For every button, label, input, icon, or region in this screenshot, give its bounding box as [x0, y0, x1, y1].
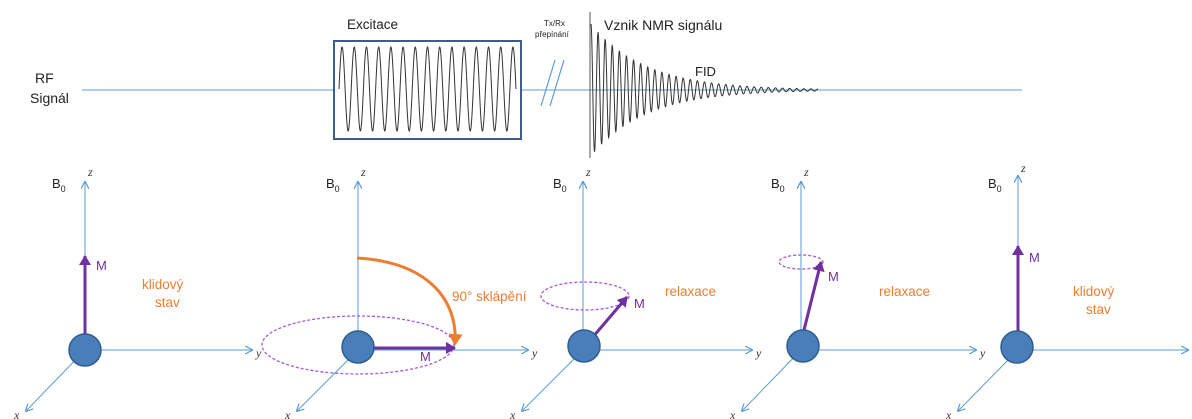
state-label-line1: relaxace: [879, 284, 930, 299]
rf-label-line1: RF: [35, 70, 54, 86]
x-axis: [522, 349, 584, 411]
x-axis: [742, 349, 802, 411]
magnetization-label: M: [96, 258, 107, 273]
flip-arc-arrow: [356, 256, 463, 346]
b0-label: B0: [771, 176, 785, 194]
switch-break-marks: [540, 59, 565, 107]
magnetization-label: M: [1029, 250, 1040, 265]
y-axis-label: y: [755, 346, 762, 360]
switch-label-line2: přepínání: [535, 30, 570, 39]
x-axis-label: x: [509, 408, 516, 419]
fid-wave: [590, 23, 819, 152]
nucleus-sphere: [786, 329, 820, 363]
magnetization-label: M: [828, 269, 839, 284]
magnetization-vector: [801, 261, 825, 335]
excitation-box: [333, 40, 522, 140]
state-label-line2: stav: [1086, 302, 1111, 317]
b0-label: B0: [52, 176, 66, 194]
panel-relaxation-2: B0 z y x M relaxace: [729, 165, 986, 419]
nucleus-sphere: [567, 329, 601, 363]
y-axis-label: y: [531, 346, 538, 360]
state-label-line1: klidový: [1073, 284, 1115, 299]
state-label-line1: relaxace: [665, 284, 716, 299]
state-label-line2: stav: [155, 295, 180, 310]
x-axis-label: x: [13, 408, 20, 419]
x-axis-label: x: [945, 408, 952, 419]
x-axis-label: x: [729, 408, 736, 419]
panel-relaxation-1: B0 z y x M relaxace: [509, 165, 762, 419]
excitation-wave: [338, 46, 517, 132]
panel-rest-state-final: B0 z x M klidový stav: [945, 161, 1188, 419]
b0-label: B0: [553, 176, 567, 194]
excitation-label: Excitace: [347, 17, 398, 32]
rf-signal-row: RF Signál Excitace Tx/Rx přepínání Vznik…: [30, 12, 1022, 158]
state-label-line1: klidový: [142, 277, 184, 292]
state-label-line1: 90° sklápění: [452, 289, 527, 304]
b0-label: B0: [988, 176, 1002, 194]
b0-label: B0: [326, 176, 340, 194]
magnetization-label: M: [634, 296, 645, 311]
panel-rest-state: B0 z y x M klidový stav: [13, 165, 262, 419]
nucleus-sphere: [341, 330, 375, 364]
precession-orbit: [540, 281, 630, 311]
magnetization-vector: [590, 296, 629, 339]
nucleus-sphere: [1000, 330, 1034, 364]
fid-label: FID: [695, 64, 716, 79]
z-axis-label: z: [87, 165, 93, 179]
z-axis-label: z: [803, 165, 809, 179]
z-axis-label: z: [585, 165, 591, 179]
magnetization-label: M: [420, 349, 431, 364]
nmr-signal-title: Vznik NMR signálu: [604, 17, 722, 33]
nucleus-sphere: [68, 333, 102, 367]
rf-label-line2: Signál: [30, 90, 69, 106]
switch-label-line1: Tx/Rx: [544, 19, 565, 28]
x-axis-label: x: [284, 408, 291, 419]
panel-90-flip: B0 z y x M 90° sklápění: [261, 165, 538, 419]
y-axis-label: y: [255, 346, 262, 360]
y-axis-label: y: [979, 346, 986, 360]
z-axis-label: z: [360, 165, 366, 179]
z-axis-label: z: [1020, 161, 1026, 175]
